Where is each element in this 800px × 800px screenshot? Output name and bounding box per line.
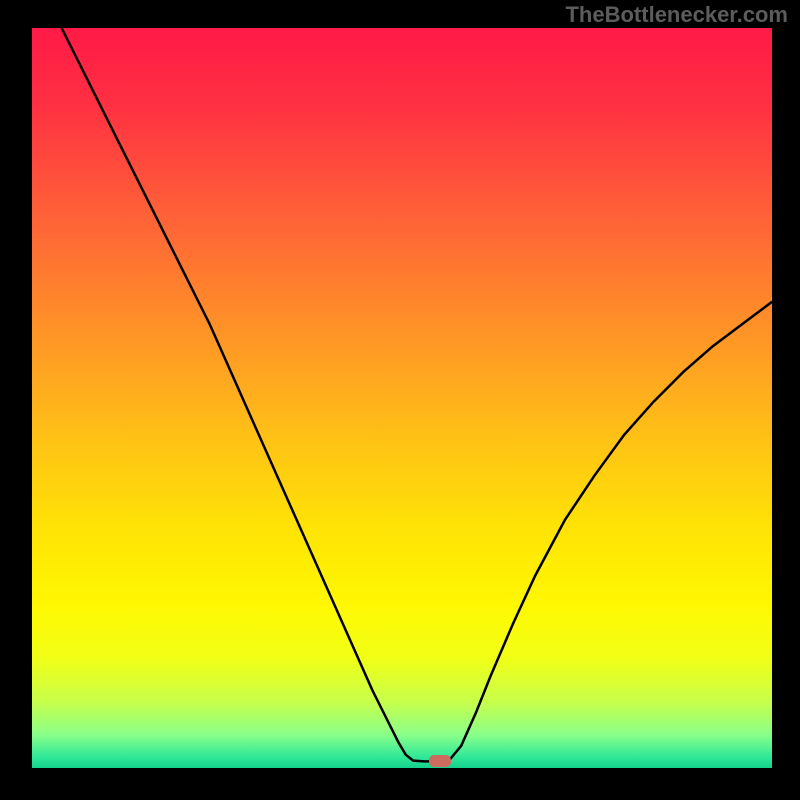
bottleneck-curve — [62, 28, 772, 761]
watermark-label: TheBottlenecker.com — [565, 2, 788, 28]
chart-container: { "watermark": { "text": "TheBottlenecke… — [0, 0, 800, 800]
curve-layer — [32, 28, 772, 768]
plot-area — [32, 28, 772, 768]
optimum-marker — [429, 755, 451, 767]
